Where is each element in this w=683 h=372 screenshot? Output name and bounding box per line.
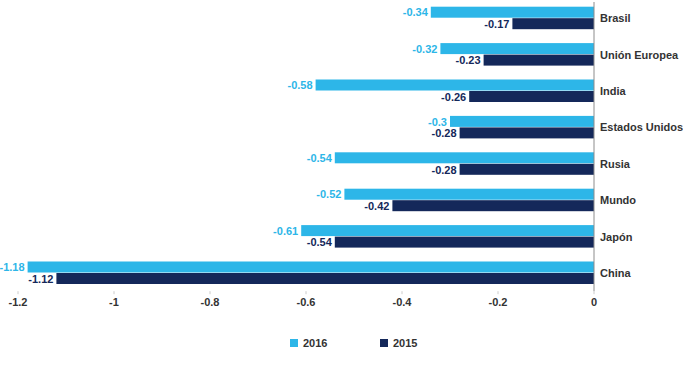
data-label: -0.3 [428, 116, 447, 128]
tick [18, 291, 19, 294]
data-label: -0.54 [307, 236, 333, 248]
data-label: -0.28 [432, 127, 457, 139]
tick-label: -1.2 [9, 296, 28, 308]
bar [460, 127, 594, 138]
legend-swatch [290, 339, 298, 347]
axis-line [594, 2, 595, 291]
data-label: -1.18 [0, 261, 25, 273]
data-label: -1.12 [28, 273, 53, 285]
data-label: -0.17 [484, 18, 509, 30]
bar [431, 7, 594, 18]
bar [484, 55, 594, 66]
data-label: -0.32 [412, 43, 437, 55]
legend-label: 2016 [303, 337, 327, 349]
tick [114, 291, 115, 294]
data-label: -0.23 [456, 54, 481, 66]
bar [440, 43, 594, 54]
tick-label: -0.6 [297, 296, 316, 308]
category-label: China [600, 267, 631, 279]
tick-label: -0.8 [201, 296, 220, 308]
data-label: -0.52 [316, 188, 341, 200]
legend-label: 2015 [393, 337, 417, 349]
category-label: Brasil [600, 12, 631, 24]
bars [28, 7, 594, 284]
bar [316, 80, 594, 91]
bar [450, 116, 594, 127]
tick-label: -0.4 [393, 296, 413, 308]
tick-label: 0 [591, 296, 597, 308]
category-label: Mundo [600, 194, 636, 206]
data-label: -0.61 [273, 225, 298, 237]
tick [498, 291, 499, 294]
tick-label: -1 [109, 296, 119, 308]
bar [56, 273, 594, 284]
data-label: -0.58 [288, 79, 313, 91]
data-label: -0.34 [403, 6, 429, 18]
tick [594, 291, 595, 294]
tick [402, 291, 403, 294]
labels: -0.34-0.32-0.58-0.3-0.54-0.52-0.61-1.18-… [0, 6, 509, 284]
category-label: Unión Europea [600, 49, 679, 61]
chart: -0.34-0.32-0.58-0.3-0.54-0.52-0.61-1.18-… [0, 0, 683, 372]
bar [460, 164, 594, 175]
bar [335, 152, 594, 163]
bar [301, 225, 594, 236]
category-label: Estados Unidos [600, 121, 683, 133]
category-label: Rusia [600, 158, 631, 170]
bar [469, 91, 594, 102]
category-label: Japón [600, 231, 633, 243]
bar [512, 18, 594, 29]
bar [28, 262, 594, 273]
category-label: India [600, 85, 627, 97]
data-label: -0.26 [441, 91, 466, 103]
tick [210, 291, 211, 294]
legend-swatch [380, 339, 388, 347]
data-label: -0.28 [432, 164, 457, 176]
bar [392, 200, 594, 211]
data-label: -0.54 [307, 152, 333, 164]
bar [335, 237, 594, 248]
data-label: -0.42 [364, 200, 389, 212]
tick-label: -0.2 [489, 296, 508, 308]
tick [306, 291, 307, 294]
bar [344, 189, 594, 200]
